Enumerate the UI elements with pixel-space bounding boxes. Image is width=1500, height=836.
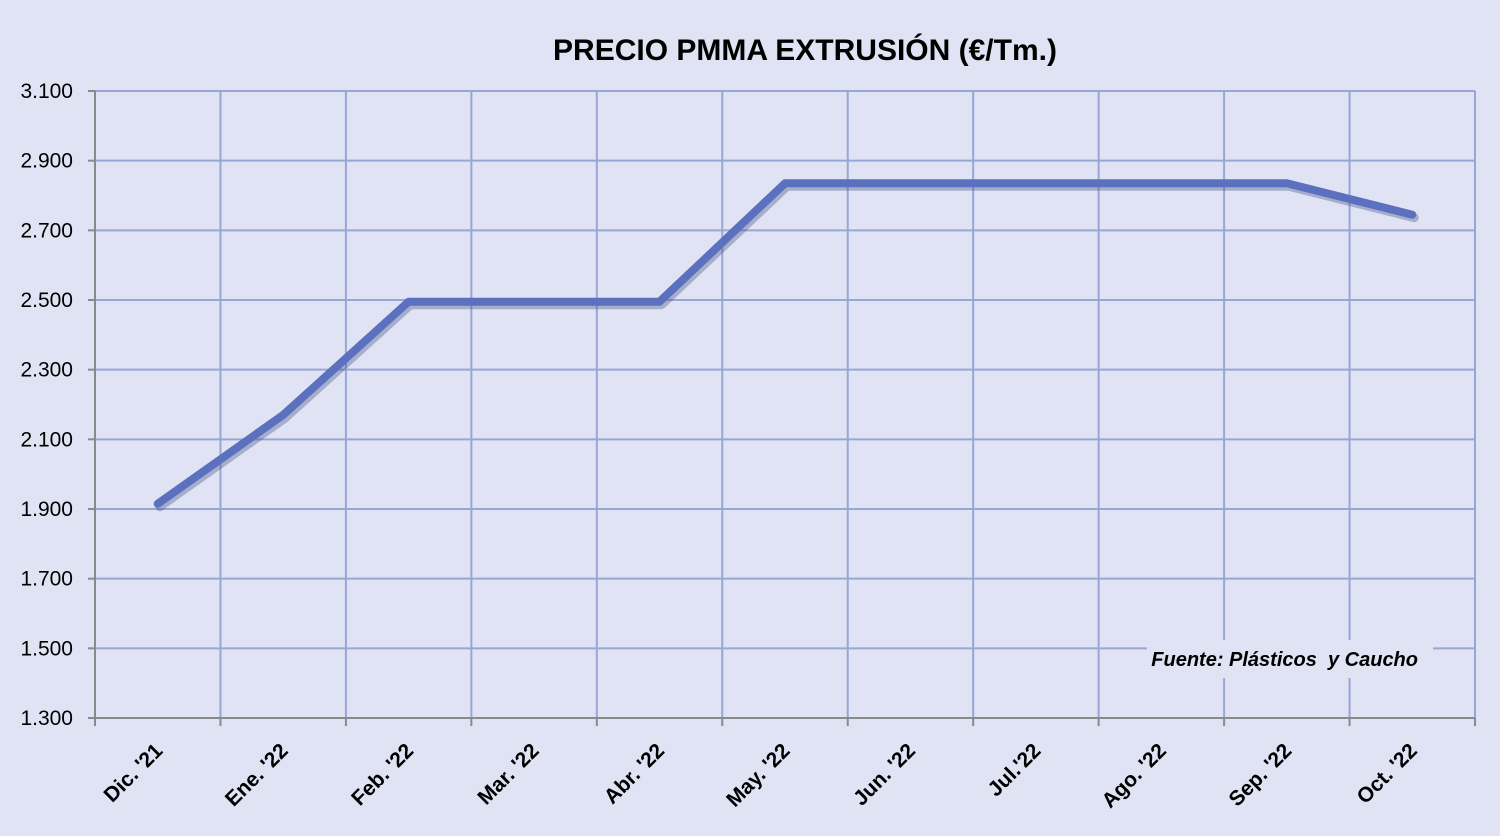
y-tick-label: 2.100 (20, 428, 73, 451)
y-tick-label: 2.900 (20, 150, 73, 173)
x-tick-label: Mar. '22 (473, 739, 543, 809)
data-point (1410, 212, 1415, 217)
x-tick-label: Ago. '22 (1097, 739, 1170, 812)
y-tick-label: 2.300 (20, 359, 73, 382)
x-tick-label: Oct. '22 (1352, 739, 1421, 808)
data-point (155, 501, 160, 506)
x-tick-label: Jul.'22 (984, 739, 1046, 801)
grid-layer (95, 90, 1476, 718)
axis-layer (88, 90, 1476, 726)
data-point (532, 299, 537, 304)
x-tick-label: Dic. '21 (100, 739, 168, 807)
data-point (281, 412, 286, 417)
y-tick-label: 1.500 (20, 637, 73, 660)
y-tick-label: 2.500 (20, 289, 73, 312)
data-point (908, 181, 913, 186)
y-tick-label: 1.300 (20, 707, 73, 730)
y-tick-label: 1.900 (20, 498, 73, 521)
x-tick-label: Jun. '22 (849, 739, 920, 810)
y-tick-label: 3.100 (20, 80, 73, 103)
annotation-background (1147, 640, 1433, 678)
x-tick-label: Feb. '22 (347, 739, 418, 810)
y-tick-label: 2.700 (20, 219, 73, 242)
annotation-layer: Fuente: Plásticos y Caucho (1147, 640, 1433, 678)
chart-title: PRECIO PMMA EXTRUSIÓN (€/Tm.) (553, 33, 1057, 67)
y-tick-label: 1.700 (20, 568, 73, 591)
data-point (406, 299, 411, 304)
y-tick-labels: 1.300 1.500 1.700 1.900 2.100 2.300 2.500 2.700… (20, 80, 73, 730)
data-point (1284, 181, 1289, 186)
data-point (1033, 181, 1038, 186)
series-layer (153, 179, 1419, 512)
x-tick-label: May. '22 (722, 739, 794, 811)
x-tick-label: Sep. '22 (1225, 739, 1297, 811)
x-tick-label: Ene. '22 (221, 739, 293, 811)
data-point (783, 181, 787, 186)
x-tick-labels: Dic. '21 Ene. '22 Feb. '22 Mar. '22 Abr. '22… (100, 739, 1422, 813)
x-tick-label: Abr. '22 (600, 739, 669, 808)
series-line-shadow (155, 181, 1419, 512)
data-point (657, 299, 662, 304)
data-point (1159, 181, 1164, 186)
source-annotation: Fuente: Plásticos y Caucho (1151, 649, 1418, 671)
